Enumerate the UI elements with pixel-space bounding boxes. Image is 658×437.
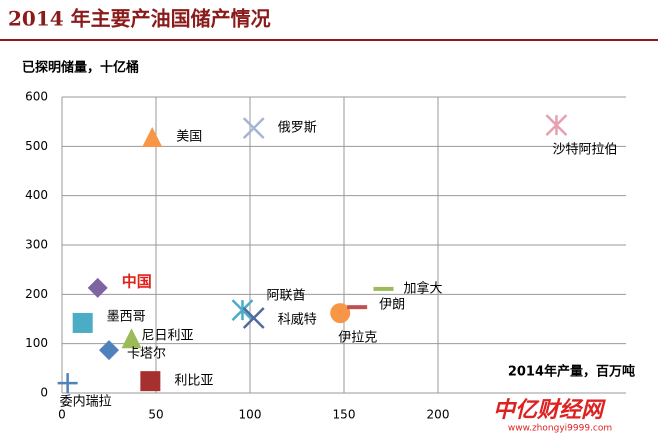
marker [242, 117, 265, 139]
y-tick-label: 0 [40, 386, 48, 400]
watermark: 中亿财经网 [493, 397, 606, 423]
y-axis-label: 已探明储量，十亿桶 [22, 60, 139, 76]
marker [142, 126, 163, 147]
x-tick-label: 50 [148, 408, 163, 422]
marker [99, 340, 119, 361]
point-label: 美国 [176, 129, 202, 144]
y-tick-label: 300 [25, 238, 48, 252]
point-label: 尼日利亚 [142, 329, 194, 344]
point-label: 墨西哥 [107, 309, 146, 324]
y-tick-label: 400 [25, 188, 48, 202]
marker [231, 299, 254, 322]
x-tick-label: 0 [58, 408, 66, 422]
y-tick-label: 500 [25, 139, 48, 153]
chart-title: 2014 年主要产油国储产情况 [8, 7, 271, 31]
marker [87, 277, 108, 298]
point-label: 中国 [122, 272, 152, 290]
point-label: 利比亚 [174, 374, 213, 389]
point-label: 伊拉克 [338, 331, 377, 346]
marker [140, 371, 161, 392]
x-tick-label: 200 [427, 408, 450, 422]
marker [242, 307, 265, 329]
point-label: 科威特 [278, 313, 317, 328]
marker [347, 305, 368, 310]
point-label: 俄罗斯 [278, 121, 317, 136]
marker [545, 114, 568, 137]
x-tick-label: 100 [239, 408, 262, 422]
point-label: 阿联酋 [266, 288, 305, 304]
point-label: 卡塔尔 [127, 347, 166, 362]
y-tick-label: 200 [25, 287, 48, 301]
marker [57, 373, 78, 394]
marker [121, 328, 142, 349]
point-label: 加拿大 [403, 280, 442, 296]
x-axis-label: 2014年产量，百万吨 [508, 364, 635, 380]
x-tick-label: 150 [333, 408, 356, 422]
point-label: 委内瑞拉 [60, 394, 112, 410]
marker [72, 312, 93, 333]
watermark-url: www.zhongyi9999.com [508, 424, 612, 434]
y-tick-label: 600 [25, 90, 48, 104]
marker [373, 286, 394, 291]
y-tick-label: 100 [25, 336, 48, 350]
point-label: 伊朗 [379, 298, 405, 313]
marker [330, 303, 351, 324]
point-label: 沙特阿拉伯 [552, 143, 617, 158]
